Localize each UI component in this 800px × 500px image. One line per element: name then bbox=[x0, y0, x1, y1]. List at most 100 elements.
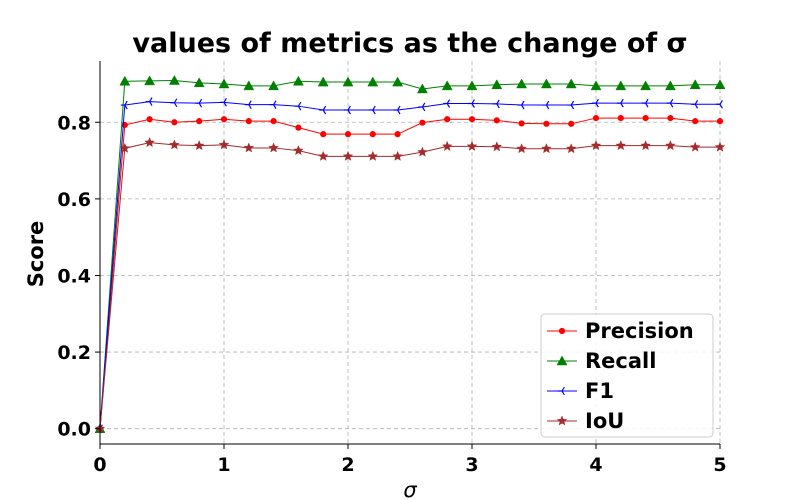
series-precision-point bbox=[568, 120, 575, 127]
series-precision-point bbox=[716, 118, 724, 125]
series-f1-point bbox=[344, 105, 351, 115]
series-iou-point bbox=[342, 150, 354, 161]
series-f1-line bbox=[99, 101, 720, 429]
series-f1-point bbox=[269, 100, 277, 109]
series-f1-point bbox=[517, 100, 525, 110]
y-tick-label: 0.6 bbox=[57, 189, 91, 211]
series-precision-point bbox=[543, 120, 550, 127]
series-recall-point bbox=[144, 75, 156, 86]
series-iou-point bbox=[689, 141, 701, 152]
series-recall-point bbox=[392, 76, 404, 87]
series-precision-point bbox=[692, 118, 699, 125]
series-f1-point bbox=[244, 100, 252, 109]
series-recall-point bbox=[243, 80, 255, 91]
legend-recall-swatch-marker bbox=[556, 355, 568, 366]
legend-item-recall: Recall bbox=[547, 349, 656, 373]
y-tick-label: 0.8 bbox=[57, 112, 91, 134]
x-tick-label: 0 bbox=[93, 454, 106, 476]
y-tick-label: 0.0 bbox=[57, 419, 91, 441]
series-f1-point bbox=[492, 99, 500, 109]
series-iou-point bbox=[516, 143, 527, 154]
series-recall-point bbox=[540, 78, 552, 89]
series-recall-point bbox=[367, 76, 379, 87]
x-tick-label: 1 bbox=[217, 454, 230, 476]
series-f1-point bbox=[716, 99, 723, 109]
legend-precision-label: Precision bbox=[585, 319, 694, 343]
series-f1-point bbox=[368, 105, 376, 115]
y-tick-label: 0.2 bbox=[57, 342, 91, 364]
series-f1-point bbox=[542, 100, 550, 110]
legend-item-precision: Precision bbox=[547, 319, 694, 343]
series-iou-point bbox=[243, 142, 255, 153]
series-recall-point bbox=[714, 79, 726, 89]
series-precision-point bbox=[220, 116, 228, 123]
series-recall-point bbox=[342, 76, 354, 87]
series-recall bbox=[94, 75, 726, 433]
series-precision-point bbox=[394, 131, 401, 138]
x-tick-label: 3 bbox=[465, 454, 478, 476]
series-f1-point bbox=[691, 99, 699, 109]
x-axis-label: σ bbox=[403, 478, 417, 500]
series-recall-point bbox=[268, 80, 280, 91]
series-iou-point bbox=[169, 139, 180, 150]
series-recall-point bbox=[193, 77, 205, 88]
series-precision-point bbox=[592, 114, 600, 122]
series-precision-point bbox=[419, 119, 426, 126]
series-f1-point bbox=[567, 100, 575, 110]
series-iou-point bbox=[367, 150, 379, 161]
series-recall-point bbox=[491, 79, 503, 89]
series-recall-point bbox=[664, 80, 676, 91]
series-recall-point bbox=[317, 76, 329, 87]
series-f1-point bbox=[616, 98, 624, 108]
series-iou-point bbox=[590, 140, 602, 151]
series-iou bbox=[94, 137, 726, 434]
series-recall-point bbox=[218, 78, 230, 89]
series-iou-point bbox=[491, 141, 503, 152]
series-precision-point bbox=[320, 131, 327, 138]
legend-iou-swatch-marker bbox=[556, 415, 568, 426]
series-precision-point bbox=[617, 114, 624, 122]
series-iou-point bbox=[615, 140, 627, 151]
series-precision-point bbox=[444, 116, 451, 123]
series-precision-point bbox=[369, 131, 376, 138]
series-iou-point bbox=[317, 150, 329, 161]
legend: Precision Recall F1 IoU bbox=[540, 313, 714, 438]
series-recall-point bbox=[119, 75, 131, 86]
series-f1-point bbox=[145, 97, 153, 106]
series-precision-point bbox=[468, 116, 476, 123]
series-iou-point bbox=[417, 146, 428, 157]
series-precision-point bbox=[295, 124, 302, 131]
series-recall-point bbox=[565, 78, 577, 89]
series-f1-point bbox=[418, 102, 426, 112]
series-iou-point bbox=[193, 140, 205, 151]
legend-item-iou: IoU bbox=[547, 409, 624, 433]
series-f1-point bbox=[120, 100, 128, 110]
series-f1-point bbox=[220, 98, 227, 107]
x-tick-label: 2 bbox=[341, 454, 354, 476]
series-recall-point bbox=[416, 83, 428, 94]
series-recall-point bbox=[640, 80, 652, 91]
series-recall-point bbox=[689, 79, 701, 89]
series-f1-point bbox=[319, 105, 327, 115]
series-precision-line bbox=[99, 117, 720, 429]
y-axis-label: Score bbox=[24, 221, 48, 288]
series-precision-point bbox=[171, 119, 178, 126]
series-iou-point bbox=[466, 140, 478, 151]
series-precision bbox=[96, 114, 724, 432]
series-iou-point bbox=[714, 141, 726, 152]
series-precision-point bbox=[344, 131, 352, 138]
series-recall-line bbox=[99, 80, 720, 429]
x-tick-label: 5 bbox=[713, 454, 726, 476]
series-f1-point bbox=[294, 101, 302, 111]
series-recall-point bbox=[441, 80, 453, 91]
x-tick-label: 4 bbox=[589, 454, 602, 476]
series-recall-point bbox=[516, 78, 528, 89]
series-iou-point bbox=[218, 139, 230, 150]
series-group bbox=[94, 75, 726, 434]
legend-item-f1: F1 bbox=[547, 379, 614, 403]
series-precision-point bbox=[667, 114, 674, 122]
series-precision-point bbox=[196, 118, 203, 125]
series-iou-point bbox=[119, 142, 131, 153]
series-recall-point bbox=[615, 80, 627, 91]
